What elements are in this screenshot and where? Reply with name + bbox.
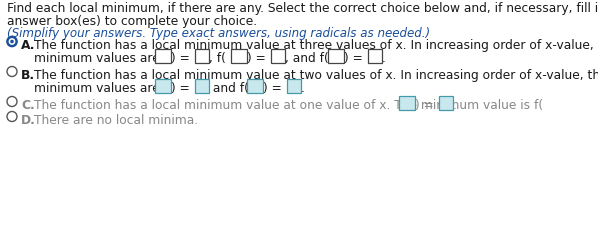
- Circle shape: [10, 41, 14, 44]
- Text: answer box(es) to complete your choice.: answer box(es) to complete your choice.: [7, 15, 257, 28]
- Text: ) =: ) =: [263, 82, 286, 95]
- Text: B.: B.: [21, 69, 35, 82]
- FancyBboxPatch shape: [247, 79, 263, 93]
- Text: minimum values are f(: minimum values are f(: [34, 52, 173, 65]
- Text: ) =: ) =: [171, 82, 194, 95]
- FancyBboxPatch shape: [368, 49, 382, 63]
- FancyBboxPatch shape: [155, 79, 171, 93]
- Text: and f(: and f(: [209, 82, 249, 95]
- FancyBboxPatch shape: [439, 96, 453, 110]
- Text: (Simplify your answers. Type exact answers, using radicals as needed.): (Simplify your answers. Type exact answe…: [7, 27, 430, 40]
- Text: D.: D.: [21, 114, 36, 126]
- FancyBboxPatch shape: [155, 49, 171, 63]
- Text: .: .: [301, 82, 305, 95]
- Text: minimum values are f(: minimum values are f(: [34, 82, 173, 95]
- Circle shape: [7, 37, 17, 47]
- FancyBboxPatch shape: [399, 96, 415, 110]
- Text: , and f(: , and f(: [285, 52, 329, 65]
- Text: ) =: ) =: [344, 52, 367, 65]
- Text: The function has a local minimum value at three values of x. In increasing order: The function has a local minimum value a…: [34, 39, 598, 52]
- Circle shape: [8, 39, 16, 46]
- Text: C.: C.: [21, 99, 35, 111]
- Text: ) =: ) =: [247, 52, 270, 65]
- Text: .: .: [382, 52, 386, 65]
- Text: ) =: ) =: [171, 52, 194, 65]
- Text: .: .: [453, 99, 457, 111]
- Text: Find each local minimum, if there are any. Select the correct choice below and, : Find each local minimum, if there are an…: [7, 2, 598, 15]
- FancyBboxPatch shape: [328, 49, 344, 63]
- Text: , f(: , f(: [209, 52, 226, 65]
- FancyBboxPatch shape: [271, 49, 285, 63]
- Text: The function has a local minimum value at two values of x. In increasing order o: The function has a local minimum value a…: [34, 69, 598, 82]
- FancyBboxPatch shape: [195, 79, 209, 93]
- Text: ) =: ) =: [415, 99, 438, 111]
- Text: The function has a local minimum value at one value of x. The minimum value is f: The function has a local minimum value a…: [34, 99, 543, 111]
- Text: There are no local minima.: There are no local minima.: [34, 114, 198, 126]
- FancyBboxPatch shape: [287, 79, 301, 93]
- Text: A.: A.: [21, 39, 35, 52]
- FancyBboxPatch shape: [195, 49, 209, 63]
- FancyBboxPatch shape: [231, 49, 247, 63]
